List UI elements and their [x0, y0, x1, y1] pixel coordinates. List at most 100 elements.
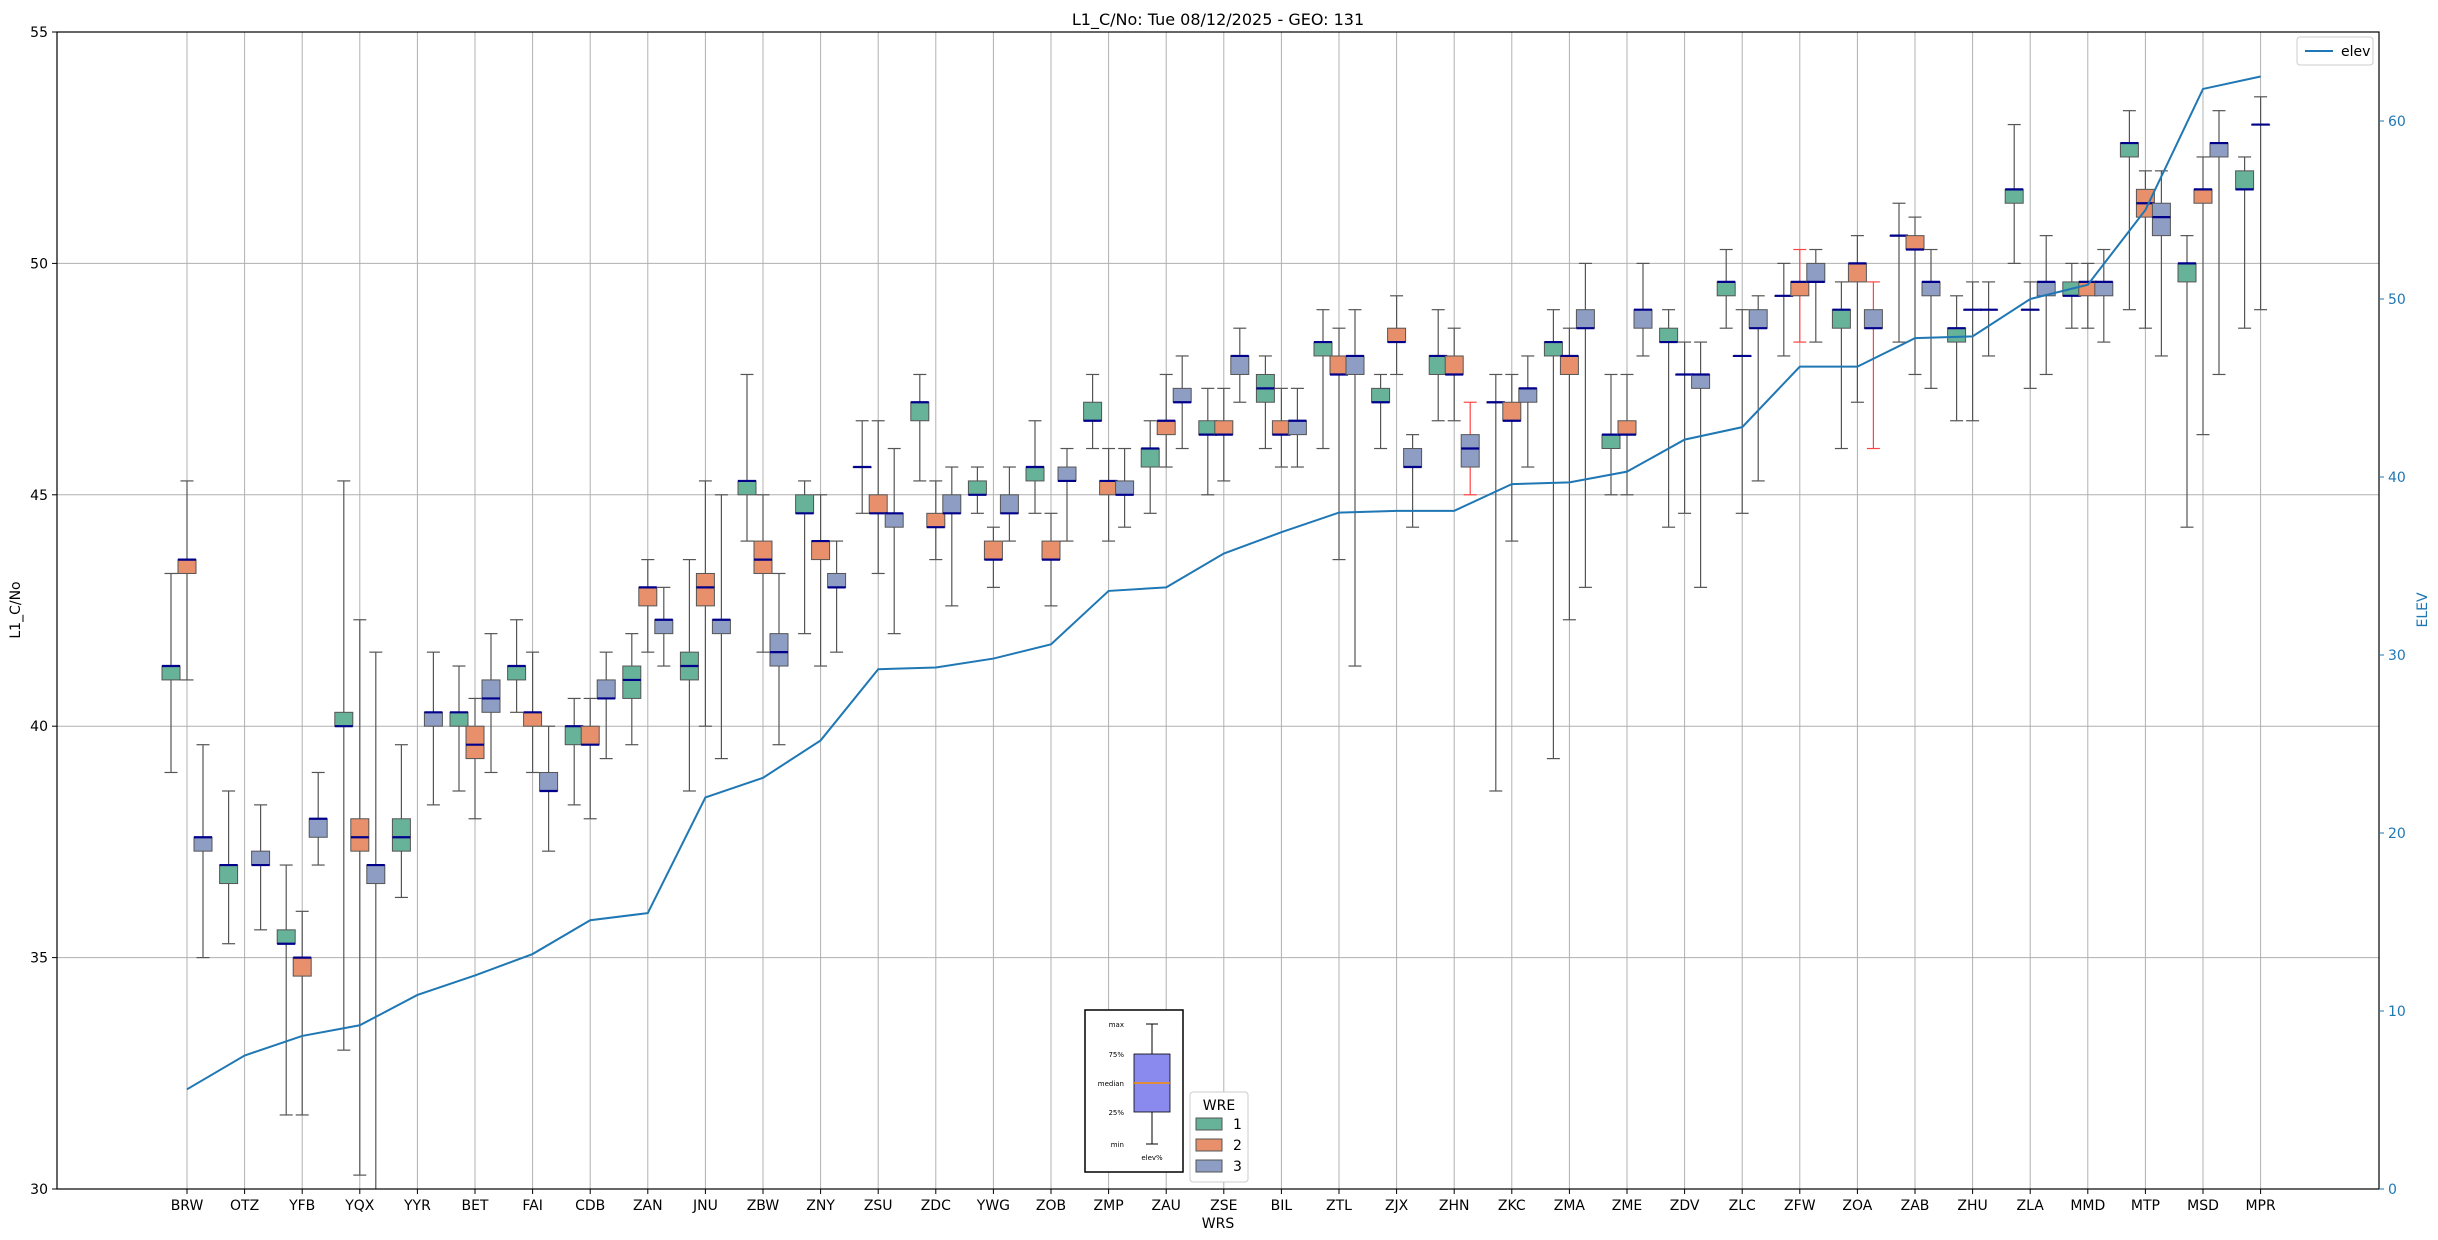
box-bet-wre3: [481, 633, 501, 774]
box-iqr: [769, 633, 789, 667]
box-iqr: [1371, 387, 1391, 403]
box-zsu-wre2: [868, 420, 888, 575]
y2-tick-label: 0: [2388, 1182, 2397, 1198]
box-zny-wre1: [795, 480, 815, 635]
box-zob-wre1: [1025, 420, 1045, 514]
box-ywg-wre1: [967, 466, 987, 514]
box-otz-wre3: [251, 804, 271, 931]
elev-line: [186, 75, 2261, 1091]
box-zhn-wre2: [1444, 327, 1464, 422]
box-mmd-wre3: [2094, 248, 2114, 343]
box-key-label-q3: 75%: [1108, 1051, 1124, 1059]
box-iqr: [827, 572, 847, 588]
box-iqr: [1863, 309, 1883, 329]
x-tick-label-msd: MSD: [2187, 1198, 2219, 1214]
box-iqr: [308, 818, 328, 838]
box-iqr: [2177, 262, 2197, 283]
box-zma-wre3: [1575, 262, 1595, 588]
box-iqr: [2151, 202, 2171, 237]
box-zla-wre3: [2036, 235, 2056, 376]
box-yqx-wre1: [334, 480, 354, 1051]
y2-tick-label: 40: [2388, 470, 2406, 486]
y-axis-right: 0 10 20 30 40 50 60: [2379, 114, 2406, 1198]
box-yfb-wre3: [308, 771, 328, 866]
box-zab-wre2: [1905, 216, 1925, 376]
y-tick-label: 50: [30, 256, 48, 272]
box-iqr: [465, 725, 485, 760]
box-jnu-wre3: [711, 494, 731, 760]
box-zhn-wre3: [1460, 401, 1480, 496]
box-zme-wre3: [1633, 262, 1653, 357]
box-zoa-wre2: [1847, 235, 1867, 403]
box-iqr: [366, 864, 386, 885]
box-brw-wre3: [193, 744, 213, 959]
box-zoa-wre1: [1831, 281, 1851, 450]
x-tick-label-zma: ZMA: [1554, 1198, 1586, 1214]
y2-tick-label: 60: [2388, 114, 2406, 130]
x-tick-label-zan: ZAN: [633, 1198, 663, 1214]
box-mtp-wre3: [2151, 170, 2171, 357]
box-zkc-wre1: [1486, 373, 1506, 792]
box-zan-wre3: [654, 586, 674, 667]
elev-legend-label: elev: [2341, 44, 2370, 60]
x-tick-label-jnu: JNU: [692, 1198, 718, 1214]
box-zlc-wre3: [1748, 295, 1768, 482]
box-zab-wre3: [1921, 248, 1941, 389]
box-ywg-wre2: [983, 526, 1003, 588]
box-zny-wre2: [811, 494, 831, 667]
box-zhu-wre1: [1947, 295, 1967, 422]
box-iqr: [2094, 281, 2114, 297]
y-tick-label: 55: [30, 25, 48, 41]
x-tick-label-yqx: YQX: [344, 1198, 375, 1214]
box-iqr: [795, 494, 815, 514]
box-iqr: [868, 494, 888, 514]
box-zme-wre2: [1617, 373, 1637, 496]
box-bet-wre1: [449, 665, 469, 792]
y2-tick-label: 50: [2388, 292, 2406, 308]
box-iqr: [1617, 420, 1637, 436]
y-tick-label: 40: [30, 719, 48, 735]
box-yfb-wre2: [292, 910, 312, 1116]
box-plots: [161, 96, 2271, 1189]
box-fai-wre1: [507, 619, 527, 713]
box-zan-wre1: [622, 633, 642, 746]
box-iqr: [983, 540, 1003, 561]
box-iqr: [1806, 262, 1826, 283]
x-tick-label-zdc: ZDC: [921, 1198, 951, 1214]
plot-frame: [56, 31, 2380, 1190]
box-mpr-wre2: [2251, 96, 2271, 311]
box-iqr: [251, 850, 271, 866]
box-iqr: [695, 572, 715, 607]
box-msd-wre1: [2177, 235, 2197, 528]
x-tick-label-zlc: ZLC: [1729, 1198, 1756, 1214]
box-iqr: [1716, 281, 1736, 297]
box-iqr: [564, 725, 584, 746]
wre-legend-label-1: 1: [1233, 1117, 1242, 1133]
box-iqr: [942, 494, 962, 514]
box-yqx-wre3: [366, 651, 386, 1189]
box-zmp-wre3: [1115, 447, 1135, 528]
box-iqr: [596, 679, 616, 699]
box-iqr: [1025, 466, 1045, 482]
box-ztl-wre1: [1313, 309, 1333, 450]
x-tick-label-bet: BET: [461, 1198, 488, 1214]
x-tick-label-zkc: ZKC: [1498, 1198, 1526, 1214]
box-iqr: [1172, 387, 1192, 403]
box-zdv-wre1: [1659, 309, 1679, 528]
x-tick-label-yfb: YFB: [288, 1198, 315, 1214]
box-iqr: [1329, 355, 1349, 375]
box-iqr: [161, 665, 181, 681]
y2-tick-label: 20: [2388, 826, 2406, 842]
x-tick-label-zfw: ZFW: [1784, 1198, 1816, 1214]
box-msd-wre2: [2193, 156, 2213, 436]
chart-title: L1_C/No: Tue 08/12/2025 - GEO: 131: [1072, 10, 1364, 30]
gridlines: [57, 31, 2379, 1190]
box-zfw-wre2: [1790, 248, 1810, 343]
box-brw-wre1: [161, 572, 181, 774]
box-iqr: [2209, 142, 2229, 158]
box-zau-wre1: [1140, 420, 1160, 514]
box-iqr: [1115, 480, 1135, 496]
y2-tick-label: 30: [2388, 648, 2406, 664]
y-tick-label: 35: [30, 951, 48, 967]
box-iqr: [292, 957, 312, 977]
